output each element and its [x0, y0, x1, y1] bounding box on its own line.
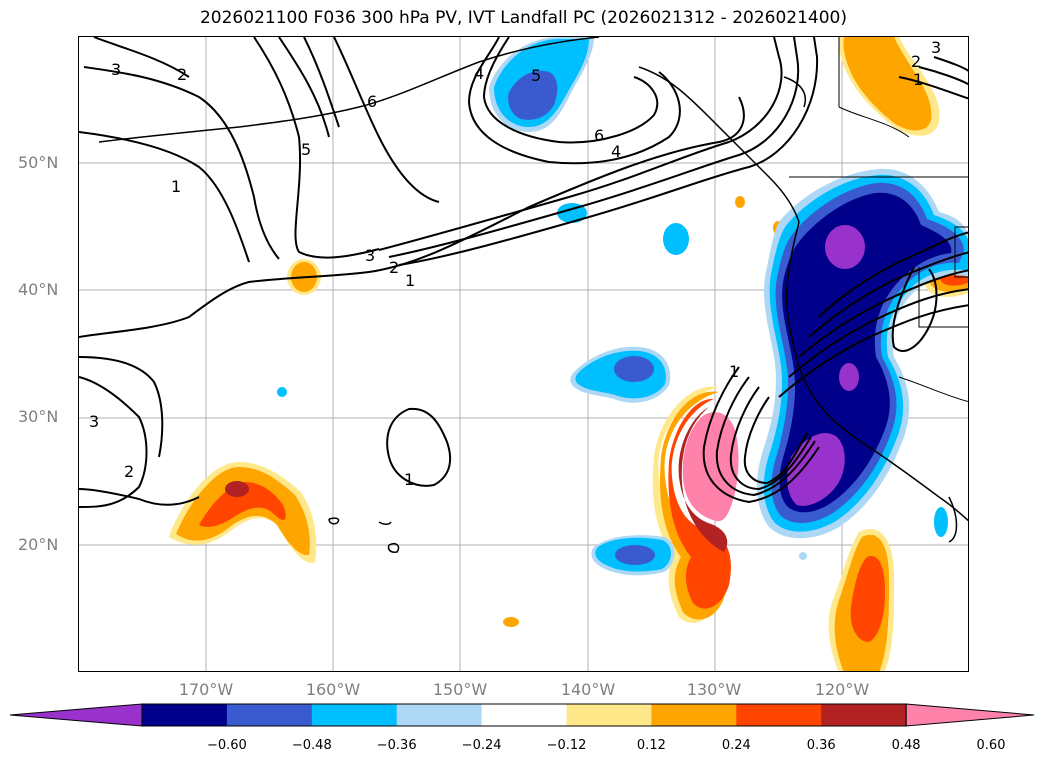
lon-label-130w: 130°W	[686, 680, 742, 699]
contour-label: 1	[729, 362, 739, 381]
lat-label-50n: 50°N	[18, 153, 59, 172]
contour-label: 3	[111, 60, 121, 79]
contour-label: 4	[474, 64, 484, 83]
contour-label: 3	[365, 246, 375, 265]
colorbar-tick-label: 0.36	[806, 738, 836, 753]
contour-label: 1	[404, 470, 414, 489]
coastlines	[98, 37, 968, 553]
contour-label: 1	[405, 271, 415, 290]
lon-label-120w: 120°W	[814, 680, 870, 699]
colorbar-cell	[142, 704, 228, 726]
lat-label-30n: 30°N	[18, 407, 59, 426]
contour-label: 3	[89, 412, 99, 431]
lon-label-150w: 150°W	[432, 680, 488, 699]
colorbar-extend-max	[905, 703, 1035, 727]
positive-pc-regions	[169, 37, 968, 671]
colorbar-tick-label: 0.48	[891, 738, 921, 753]
contour-label: 3	[931, 38, 941, 57]
colorbar-tick-label: 0.12	[636, 738, 666, 753]
colorbar-cells	[10, 703, 1035, 727]
contour-label: 6	[367, 92, 377, 111]
colorbar-tick-label: −0.60	[206, 738, 247, 753]
lat-label-40n: 40°N	[18, 280, 59, 299]
colorbar-cell	[311, 704, 398, 726]
colorbar-outline	[141, 703, 907, 727]
colorbar-cell	[396, 704, 483, 726]
colorbar	[10, 703, 1035, 727]
colorbar-tick-label: −0.12	[546, 738, 587, 753]
colorbar-cell	[736, 704, 822, 726]
colorbar-cell	[226, 704, 313, 726]
map-panel[interactable]: 3 2 6 5 1 3 2 1 4 5 6 4 2 1 3 3 2 1 1	[78, 36, 969, 672]
map-canvas: 3 2 6 5 1 3 2 1 4 5 6 4 2 1 3 3 2 1 1	[79, 37, 968, 671]
colorbar-cell	[821, 704, 907, 726]
negative-pc-regions	[277, 37, 968, 576]
contour-label: 5	[301, 140, 311, 159]
colorbar-cell	[566, 704, 652, 726]
pv-contours	[79, 37, 968, 508]
colorbar-tick-label: −0.24	[461, 738, 502, 753]
lon-label-160w: 160°W	[305, 680, 361, 699]
colorbar-tick-label: −0.36	[376, 738, 417, 753]
colorbar-cell	[651, 704, 737, 726]
contour-label: 1	[171, 177, 181, 196]
colorbar-tick-label: 0.60	[976, 738, 1006, 753]
contour-label: 4	[611, 142, 621, 161]
colorbar-extend-min	[10, 703, 143, 727]
lon-label-140w: 140°W	[560, 680, 616, 699]
map-title: 2026021100 F036 300 hPa PV, IVT Landfall…	[199, 8, 847, 28]
contour-label: 2	[911, 52, 921, 71]
political-borders	[789, 37, 968, 402]
contour-label: 2	[389, 258, 399, 277]
lat-label-20n: 20°N	[18, 535, 59, 554]
contour-label: 1	[913, 70, 923, 89]
contour-labels: 3 2 6 5 1 3 2 1 4 5 6 4 2 1 3 3 2 1 1	[89, 38, 941, 489]
colorbar-tick-label: −0.48	[291, 738, 332, 753]
colorbar-tick-label: 0.24	[721, 738, 751, 753]
lon-label-170w: 170°W	[178, 680, 234, 699]
colorbar-cell	[481, 704, 567, 726]
contour-label: 2	[177, 65, 187, 84]
contour-label: 2	[124, 462, 134, 481]
contour-label: 6	[594, 126, 604, 145]
contour-label: 5	[531, 66, 541, 85]
